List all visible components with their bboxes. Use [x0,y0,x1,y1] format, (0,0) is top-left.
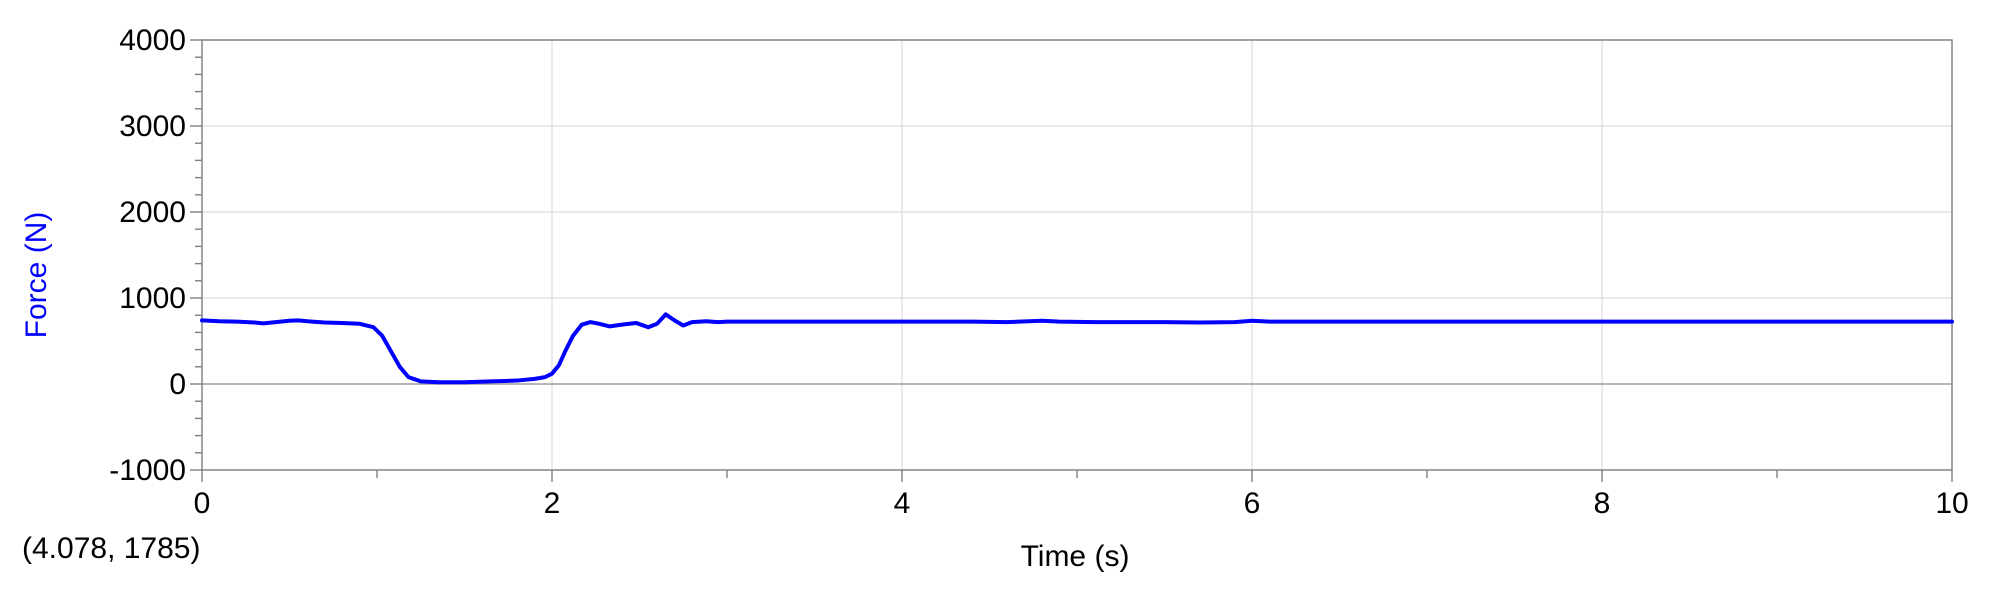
y-tick-label: -1000 [109,454,186,487]
series-line-force [200,312,1954,385]
x-axis-title: Time (s) [1021,540,1130,573]
tick-marks [190,39,1953,482]
y-tick-label: 4000 [119,24,186,57]
plot-frame [201,39,1953,471]
x-tick-label: 4 [894,487,911,520]
y-axis-title: Force (N) [20,212,53,339]
y-tick-label: 2000 [119,196,186,229]
y-tick-label: 3000 [119,110,186,143]
y-tick-label: 0 [169,368,186,401]
grid-layer [201,39,1953,471]
x-tick-label: 2 [544,487,561,520]
coordinate-readout: (4.078, 1785) [22,532,200,565]
x-tick-label: 8 [1594,487,1611,520]
x-tick-label: 6 [1244,487,1261,520]
x-tick-label: 10 [1935,487,1968,520]
series-layer [200,312,1954,385]
plot-border [201,39,1953,471]
y-tick-label: 1000 [119,282,186,315]
x-tick-label: 0 [194,487,211,520]
